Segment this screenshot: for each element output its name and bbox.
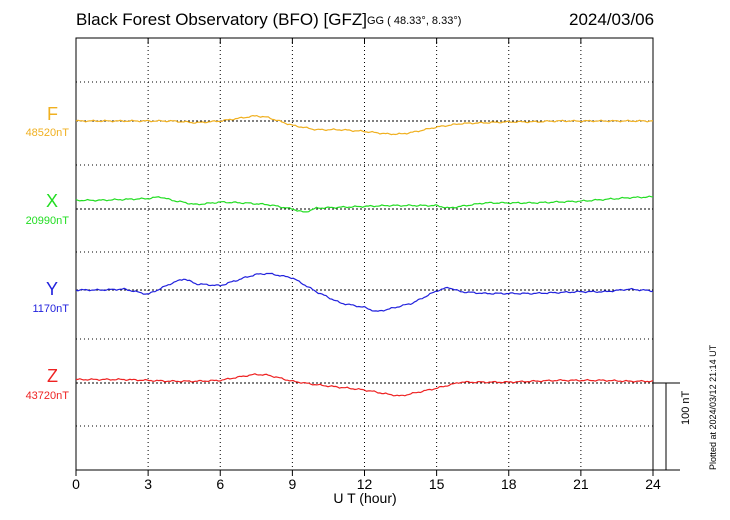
series-label-f: F	[47, 104, 58, 124]
x-tick-label: 3	[144, 476, 153, 492]
x-tick-label: 18	[500, 476, 517, 492]
series-baseline-y: 1170nT	[32, 303, 70, 315]
x-tick-label: 9	[288, 476, 297, 492]
plotted-timestamp: Plotted at 2024/03/12 21:14 UT	[708, 344, 718, 470]
series-lines	[75, 114, 654, 397]
series-label-z: Z	[47, 366, 58, 386]
chart-date: 2024/03/06	[569, 10, 655, 29]
series-line-f	[75, 114, 654, 136]
series-label-x: X	[45, 191, 58, 211]
station-coordinates: GG ( 48.33°, 8.33°)	[367, 15, 462, 27]
vertical-gridlines	[147, 38, 582, 470]
x-tick-label: 0	[72, 476, 80, 492]
series-baseline-f: 48520nT	[25, 127, 69, 139]
x-axis-title: U T (hour)	[333, 490, 397, 506]
chart-title: Black Forest Observatory (BFO) [GFZ]	[76, 10, 367, 29]
series-line-y	[75, 272, 654, 312]
series-label-y: Y	[45, 279, 58, 299]
scale-bar	[653, 382, 680, 471]
x-tick-label: 21	[573, 476, 589, 492]
x-tick-label: 24	[645, 476, 661, 492]
scale-bar-label: 100 nT	[680, 390, 692, 425]
x-tick-label: 15	[428, 476, 445, 492]
series-line-z	[75, 373, 654, 397]
x-axis-ticks	[75, 38, 654, 476]
horizontal-gridlines	[76, 81, 653, 427]
x-tick-label: 12	[356, 476, 373, 492]
x-tick-label: 6	[216, 476, 225, 492]
series-baseline-x: 20990nT	[25, 215, 69, 227]
series-line-x	[75, 195, 654, 213]
series-baseline-z: 43720nT	[25, 390, 69, 402]
